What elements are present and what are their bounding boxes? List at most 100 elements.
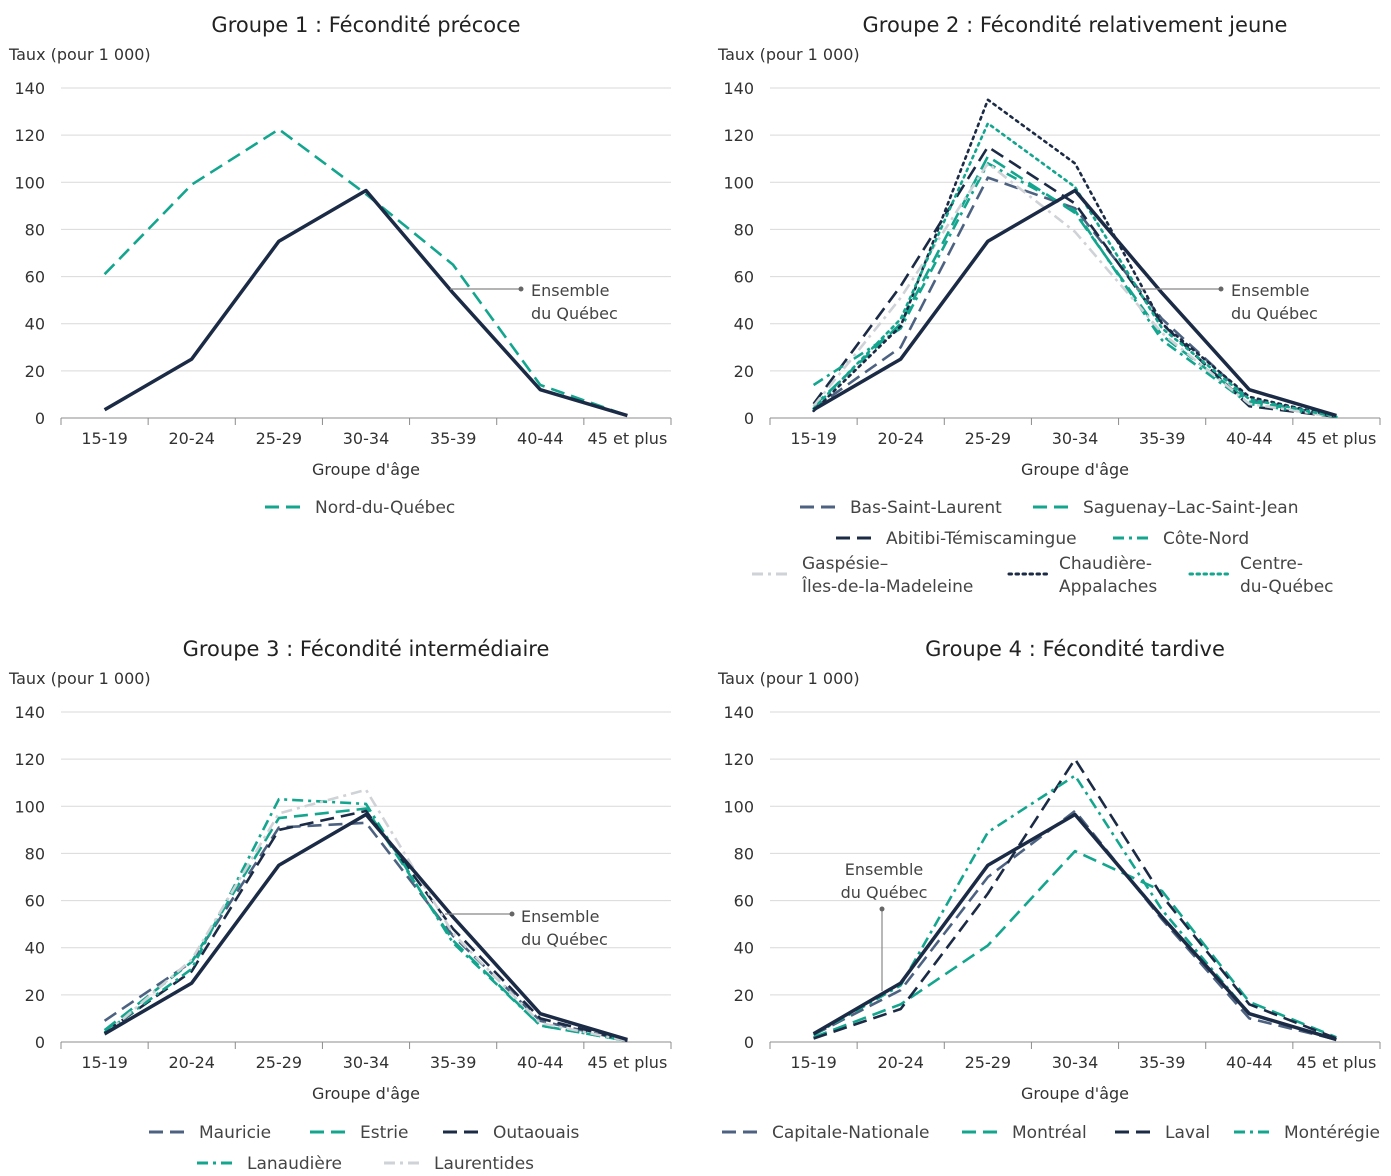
x-axis-label: Groupe d'âge [1021, 460, 1129, 479]
y-tick-label: 0 [35, 409, 45, 428]
chart-panel-3: Groupe 3 : Fécondité intermédiaire Taux (… [8, 637, 672, 1103]
legend-label: Appalaches [1059, 577, 1157, 597]
annotation-dot [518, 286, 524, 292]
x-tick-label: 20-24 [168, 1053, 215, 1072]
y-tick-label: 0 [35, 1033, 45, 1052]
legend-item: Centre-du-Québec [1188, 554, 1334, 597]
y-tick-label: 140 [723, 703, 754, 722]
annotation-label: du Québec [531, 304, 618, 323]
legend-label: Saguenay–Lac-Saint-Jean [1083, 498, 1298, 518]
y-tick-label: 120 [723, 126, 754, 145]
legend-item: Lanaudière [197, 1154, 342, 1174]
x-tick-label: 40-44 [1226, 429, 1273, 448]
annotation-label: du Québec [521, 930, 608, 949]
y-tick-label: 100 [14, 173, 45, 192]
reference-line [103, 188, 628, 418]
x-tick-label: 35-39 [430, 429, 477, 448]
legend-label: Gaspésie– [802, 554, 888, 574]
legend-item: Laurentides [384, 1154, 534, 1174]
legend-label: du-Québec [1240, 577, 1334, 597]
annotation-label: Ensemble [1231, 281, 1309, 300]
reference-line [812, 812, 1337, 1042]
y-tick-label: 140 [14, 703, 45, 722]
reference-line [812, 188, 1337, 418]
x-tick-label: 35-39 [1139, 1053, 1186, 1072]
x-axis-label: Groupe d'âge [312, 1084, 420, 1103]
legend-item: Abitibi-Témiscamingue [836, 529, 1077, 549]
series-line [812, 162, 1337, 419]
annotation-dot [509, 911, 515, 917]
y-tick-label: 80 [25, 220, 45, 239]
series-line [103, 807, 628, 1043]
legend-label: Montréal [1012, 1123, 1087, 1143]
y-tick-label: 140 [14, 79, 45, 98]
x-tick-label: 25-29 [965, 429, 1012, 448]
y-tick-label: 120 [723, 750, 754, 769]
legend-item: Bas-Saint-Laurent [800, 498, 1002, 518]
legend-label: Abitibi-Témiscamingue [886, 529, 1077, 549]
legend-label: Laval [1165, 1123, 1210, 1143]
legend-label: Côte-Nord [1163, 529, 1249, 549]
y-tick-label: 20 [25, 362, 45, 381]
x-tick-label: 30-34 [343, 429, 390, 448]
x-tick-label: 15-19 [790, 429, 837, 448]
legend-label: Montérégie [1284, 1123, 1380, 1143]
x-tick-label: 15-19 [81, 1053, 128, 1072]
reference-line [103, 812, 628, 1042]
x-tick-label: 45 et plus [1297, 429, 1377, 448]
x-tick-label: 15-19 [81, 429, 128, 448]
legend-label: Centre- [1240, 554, 1303, 574]
series-line [812, 122, 1338, 419]
chart-panel-2: Groupe 2 : Fécondité relativement jeuneT… [717, 13, 1381, 479]
x-axis-label: Groupe d'âge [1021, 1084, 1129, 1103]
legend-item: Montréal [962, 1123, 1087, 1143]
series-line [812, 176, 1337, 419]
series-line [813, 809, 1337, 1041]
y-tick-label: 20 [734, 362, 754, 381]
y-tick-label: 120 [14, 750, 45, 769]
legend-label: Chaudière- [1059, 554, 1152, 574]
legend-item: Outaouais [443, 1123, 580, 1143]
y-tick-label: 60 [734, 892, 754, 911]
legend-item: Capitale-Nationale [722, 1123, 930, 1143]
y-tick-label: 40 [25, 939, 45, 958]
y-tick-label: 100 [723, 173, 754, 192]
y-tick-label: 40 [25, 315, 45, 334]
y-tick-label: 60 [734, 268, 754, 287]
y-tick-label: 100 [723, 797, 754, 816]
x-tick-label: 30-34 [1052, 1053, 1099, 1072]
legend-label: Capitale-Nationale [772, 1123, 930, 1143]
annotation-dot [879, 906, 885, 912]
chart-title: Groupe 3 : Fécondité intermédiaire [183, 637, 550, 661]
chart-title: Groupe 4 : Fécondité tardive [925, 637, 1225, 661]
x-tick-label: 45 et plus [588, 1053, 668, 1072]
legend-label: Bas-Saint-Laurent [850, 498, 1002, 518]
x-tick-label: 35-39 [1139, 429, 1186, 448]
y-tick-label: 40 [734, 939, 754, 958]
chart-panel-1: Groupe 1 : Fécondité précoce Taux (pour 1… [8, 13, 672, 479]
y-tick-label: 0 [744, 409, 754, 428]
legend-label: Outaouais [493, 1123, 580, 1143]
x-tick-label: 45 et plus [1297, 1053, 1377, 1072]
annotation-label: du Québec [1231, 304, 1318, 323]
y-tick-label: 140 [723, 79, 754, 98]
y-tick-label: 60 [25, 268, 45, 287]
legend-item: Côte-Nord [1113, 529, 1249, 549]
x-tick-label: 25-29 [256, 1053, 303, 1072]
series-line [103, 809, 628, 1043]
series-line [813, 849, 1337, 1039]
annotation-label: du Québec [841, 883, 928, 902]
x-tick-label: 20-24 [877, 1053, 924, 1072]
x-tick-label: 40-44 [517, 1053, 564, 1072]
annotation-dot [1218, 286, 1224, 292]
x-tick-label: 45 et plus [588, 429, 668, 448]
series-line [812, 98, 1338, 419]
y-tick-label: 80 [25, 844, 45, 863]
series-line [813, 757, 1337, 1040]
chart-title: Groupe 2 : Fécondité relativement jeune [863, 13, 1288, 37]
series-line [103, 797, 628, 1043]
chart-panel-4: Groupe 4 : Fécondité tardive Taux (pour 1… [717, 637, 1381, 1103]
legend-label: Lanaudière [247, 1154, 342, 1172]
chart-title: Groupe 1 : Fécondité précoce [211, 13, 520, 37]
